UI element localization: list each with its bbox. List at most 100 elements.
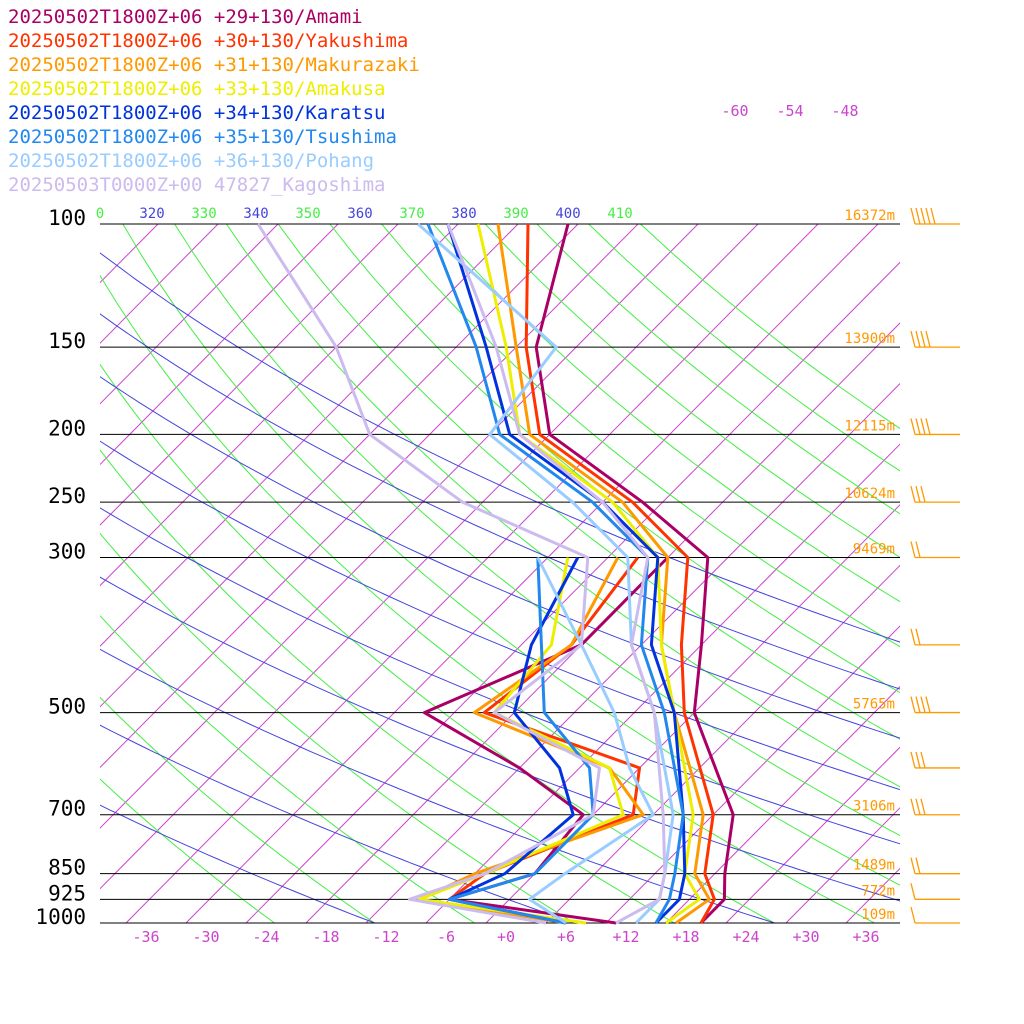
temperature-line [476,223,701,925]
isotherm-line [605,625,900,923]
isotherm-line [100,224,699,829]
isotherm-line [125,224,819,923]
legend: 20250502T1800Z+06 +29+130/Amami20250502T… [8,6,420,196]
height-label: 1489m [853,858,895,874]
dewpoint-line [527,556,655,925]
legend-entry: 20250502T1800Z+06 +35+130/Tsushima [8,126,397,148]
wind-barb [910,696,960,714]
wind-barb-feather [915,751,921,769]
x-tick-label: +0 [497,928,515,946]
wind-barb-feather [910,418,916,435]
height-label: 16372m [844,208,895,224]
wind-barb [910,330,960,348]
wind-barbs [910,207,960,924]
dry-adiabat-line [329,224,900,694]
dry-adiabat-line [122,224,900,886]
wind-barb-feather [930,207,936,225]
wind-barb [910,857,960,875]
pressure-label: 300 [48,540,86,564]
isotherm-line [100,224,639,769]
x-tick-label: -36 [132,928,159,946]
isotherm-label: -60 [721,102,748,120]
wind-barb-feather [915,696,921,713]
isotherm-line [100,224,339,466]
theta-label: 0 [96,206,104,222]
temperature-line [524,223,716,924]
isotherm-line [100,224,219,344]
isotherm-line [425,443,900,923]
theta-label: 380 [451,206,476,222]
moist-adiabat-line [100,507,900,845]
x-tick-label: +36 [852,928,879,946]
x-tick-label: +12 [612,928,639,946]
wind-barb-feather [920,330,926,348]
isotherm-line [725,746,900,923]
isotherm-label: -48 [831,102,858,120]
wind-barb-feather [910,906,916,924]
wind-barb-feather [920,207,926,225]
wind-barb-feather [915,857,921,874]
dewpoint-line [256,223,601,925]
legend-entry: 20250502T1800Z+06 +30+130/Yakushima [8,30,408,52]
wind-barb-feather [925,696,931,713]
wind-barb [910,883,960,900]
wind-barb-feather [915,207,921,225]
theta-label: 400 [555,206,580,222]
wind-barb [910,751,960,769]
dry-adiabat-line [100,449,675,923]
legend-entry: 20250503T0000Z+00 47827_Kagoshima [8,174,386,196]
dewpoint-line [417,557,625,925]
isotherm-line [100,224,459,587]
pressure-label: 1000 [35,905,86,929]
height-label: 9469m [853,542,895,558]
theta-label: 340 [243,206,268,222]
wind-barb-feather [925,418,931,435]
wind-barb [910,798,960,816]
wind-barb-feather [915,541,921,558]
wind-barb-feather [915,798,921,815]
height-label: 10624m [844,486,895,502]
wind-barb-feather [920,751,926,769]
theta-label: 320 [139,206,164,222]
wind-barb-feather [910,798,916,815]
isotherm-line [185,224,879,923]
sounding-series [256,222,735,925]
isotherm-line [100,224,759,890]
legend-entry: 20250502T1800Z+06 +36+130/Pohang [8,150,374,172]
wind-barb-feather [920,486,926,503]
wind-barb-feather [910,857,916,874]
moist-adiabat-line [100,576,900,902]
wind-barb-feather [910,696,916,713]
height-label: 5765m [853,697,895,713]
isobar-lines [100,223,900,924]
wind-barb-feather [910,751,916,769]
theta-label: 390 [503,206,528,222]
isotherm-label: -54 [776,102,803,120]
theta-label: 360 [347,206,372,222]
temperature-line [426,223,685,924]
isotherm-line [100,224,279,405]
isotherm-line [100,224,579,708]
height-label: 772m [861,883,895,899]
x-tick-label: +30 [792,928,819,946]
x-tick-label: -30 [192,928,219,946]
x-tick-label: +24 [732,928,759,946]
legend-entry: 20250502T1800Z+06 +34+130/Karatsu [8,102,386,124]
isotherm-line [485,504,900,923]
pressure-label: 200 [48,416,86,440]
isotherm-line [245,261,900,923]
x-tick-label: +6 [557,928,575,946]
wind-barb-feather [915,418,921,435]
height-label: 12115m [844,418,895,434]
wind-barb-feather [910,883,916,900]
wind-barb-feather [915,486,921,503]
isotherm-line [845,867,900,923]
temperature-line [534,223,735,925]
height-label: 3106m [853,799,895,815]
temperature-line [446,223,667,925]
wind-barb-feather [910,628,916,645]
dry-adiabat-line [433,224,900,603]
pressure-label: 500 [48,695,86,719]
isotherm-line [0,224,38,923]
